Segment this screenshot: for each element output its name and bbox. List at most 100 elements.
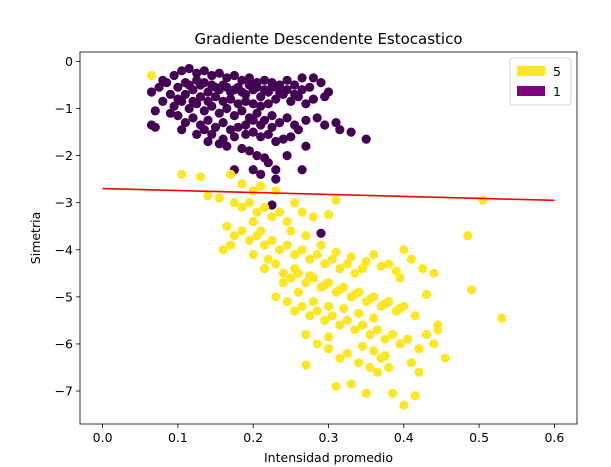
data-point <box>248 115 258 125</box>
data-point <box>267 200 277 210</box>
y-tick-label: −5 <box>55 289 73 304</box>
data-point <box>331 247 341 257</box>
data-point <box>312 249 322 260</box>
data-point <box>158 96 168 106</box>
data-point <box>282 216 292 227</box>
data-point <box>237 75 247 85</box>
data-point <box>237 106 247 116</box>
data-point <box>229 132 239 142</box>
data-point <box>429 339 439 349</box>
data-point <box>323 87 334 97</box>
data-point <box>463 231 473 241</box>
data-point <box>203 191 213 201</box>
data-point <box>323 301 334 311</box>
data-point <box>214 68 224 78</box>
data-point <box>354 358 364 368</box>
data-point <box>331 195 341 205</box>
data-point <box>357 264 367 274</box>
data-point <box>410 311 420 321</box>
series-1-points <box>146 63 371 238</box>
data-point <box>278 278 288 288</box>
data-point <box>290 89 300 99</box>
data-point <box>218 96 228 106</box>
data-point <box>365 329 375 340</box>
data-point <box>241 129 251 139</box>
data-point <box>297 85 307 95</box>
x-tick-label: 0.0 <box>93 430 113 445</box>
data-point <box>229 85 239 95</box>
data-point <box>271 186 281 196</box>
data-point <box>323 209 334 220</box>
data-point <box>275 245 285 255</box>
data-point <box>369 249 379 260</box>
data-point <box>369 313 379 323</box>
data-point <box>192 129 202 139</box>
data-point <box>339 304 349 314</box>
data-point <box>354 308 364 318</box>
data-point <box>233 122 243 132</box>
y-axis-ticks: 0 −1 −2 −3 −4 −5 −6 −7 <box>55 54 80 399</box>
points-layer <box>146 63 507 410</box>
data-point <box>323 332 334 342</box>
data-point <box>267 122 277 132</box>
data-point <box>297 301 307 311</box>
decision-line-layer <box>102 187 555 202</box>
data-point <box>290 249 300 260</box>
data-point <box>282 297 292 307</box>
data-point <box>282 85 292 95</box>
data-point <box>180 118 190 128</box>
data-point <box>271 174 281 184</box>
data-point <box>222 82 232 92</box>
data-point <box>282 75 292 85</box>
data-point <box>286 132 296 142</box>
data-point <box>410 391 420 401</box>
data-point <box>305 271 315 281</box>
data-point <box>282 113 292 123</box>
data-point <box>312 339 322 349</box>
x-tick-label: 0.5 <box>469 430 489 445</box>
data-point <box>252 82 262 92</box>
data-point <box>395 304 405 314</box>
data-point <box>301 231 311 241</box>
data-point <box>308 73 318 83</box>
data-point <box>244 80 254 90</box>
x-axis-label: Intensidad promedio <box>264 450 393 465</box>
data-point <box>169 101 179 111</box>
y-tick-label: −3 <box>55 195 73 210</box>
data-point <box>320 315 330 325</box>
data-point <box>203 87 213 97</box>
data-point <box>342 259 352 269</box>
data-point <box>203 96 213 106</box>
data-point <box>399 245 409 255</box>
data-point <box>275 207 285 217</box>
y-tick-label: −6 <box>55 336 73 351</box>
data-point <box>192 75 202 85</box>
data-point <box>184 103 194 114</box>
data-point <box>286 96 296 106</box>
legend-box <box>509 57 572 106</box>
data-point <box>320 280 330 290</box>
data-point <box>421 329 431 340</box>
data-point <box>252 108 262 118</box>
data-point <box>226 94 236 104</box>
data-point <box>342 315 352 325</box>
data-point <box>297 245 307 255</box>
data-point <box>327 254 337 264</box>
x-tick-label: 0.2 <box>243 430 263 445</box>
data-point <box>241 120 251 130</box>
data-point <box>199 78 209 88</box>
data-point <box>203 136 213 147</box>
data-point <box>150 106 160 116</box>
data-point <box>210 92 221 102</box>
y-tick-label: 0 <box>65 54 73 69</box>
data-point <box>365 294 375 304</box>
data-point <box>316 240 326 250</box>
x-tick-label: 0.1 <box>168 430 188 445</box>
data-point <box>184 80 194 90</box>
legend: 51 <box>509 57 572 106</box>
data-point <box>248 127 258 137</box>
data-point <box>384 362 394 373</box>
data-point <box>387 329 398 340</box>
x-tick-label: 0.6 <box>544 430 564 445</box>
data-point <box>372 367 382 377</box>
